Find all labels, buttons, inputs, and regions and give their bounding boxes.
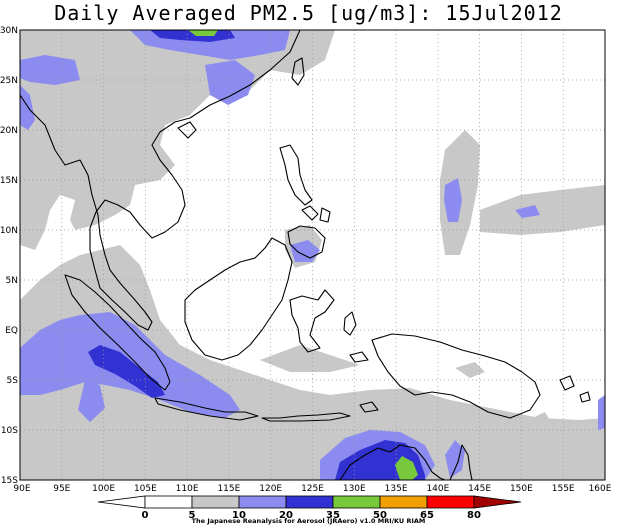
lon-label-135e: 135E [385,484,408,494]
lon-label-155e: 155E [552,484,575,494]
lon-label-160e: 160E [589,484,612,494]
colorbar-swatch-1 [144,495,193,509]
lon-label-125e: 125E [301,484,324,494]
lon-label-150e: 150E [510,484,533,494]
colorbar-swatch-6 [379,495,428,509]
colorbar-swatch-2 [191,495,240,509]
lon-label-105e: 105E [134,484,157,494]
lon-label-90e: 90E [13,484,30,494]
colorbar-label-0: 0 [142,510,149,521]
lat-label-10s: 10S [1,426,18,436]
colorbar-label-80: 80 [467,510,481,521]
lon-label-145e: 145E [468,484,491,494]
lat-label-eq: EQ [5,326,18,336]
lon-axis: 90E 95E 100E 105E 110E 115E 120E 125E 13… [13,484,611,494]
lon-label-140e: 140E [426,484,449,494]
lat-label-15n: 15N [0,176,18,186]
plot-frame [19,29,606,481]
lat-label-15s: 15S [1,476,18,486]
data-credit: The Japanese Reanalysis for Aerosol (JRA… [191,517,426,525]
lat-label-5n: 5N [6,276,18,286]
lon-label-95e: 95E [53,484,70,494]
map-title: Daily Averaged PM2.5 [ug/m3]: 15Jul2012 [54,1,563,25]
colorbar [97,495,522,509]
lat-label-5s: 5S [7,376,19,386]
lat-label-25n: 25N [0,76,18,86]
colorbar-label-20: 20 [279,510,293,521]
colorbar-label-10: 10 [232,510,246,521]
coastlines [20,30,591,480]
lat-label-10n: 10N [0,226,18,236]
colorbar-label-5: 5 [189,510,196,521]
colorbar-label-65: 65 [420,510,434,521]
lon-label-130e: 130E [343,484,366,494]
colorbar-swatch-8 [473,495,522,509]
colorbar-label-35: 35 [326,510,340,521]
colorbar-swatch-7 [426,495,475,509]
pm25-band-35-50 [188,30,418,480]
lat-label-20n: 20N [0,126,18,136]
lon-label-115e: 115E [217,484,240,494]
colorbar-labels: 0 5 10 20 35 50 65 80 [142,510,481,521]
colorbar-swatch-4 [285,495,334,509]
lon-label-120e: 120E [259,484,282,494]
lat-axis: 30N 25N 20N 15N 10N 5N EQ 5S 10S 15S [0,26,18,486]
lon-label-100e: 100E [92,484,115,494]
grid-lines [20,30,605,480]
colorbar-swatch-5 [332,495,381,509]
colorbar-swatch-0 [97,495,146,509]
colorbar-swatch-3 [238,495,287,509]
colorbar-label-50: 50 [373,510,387,521]
lon-label-110e: 110E [176,484,199,494]
lat-label-30n: 30N [0,26,18,36]
